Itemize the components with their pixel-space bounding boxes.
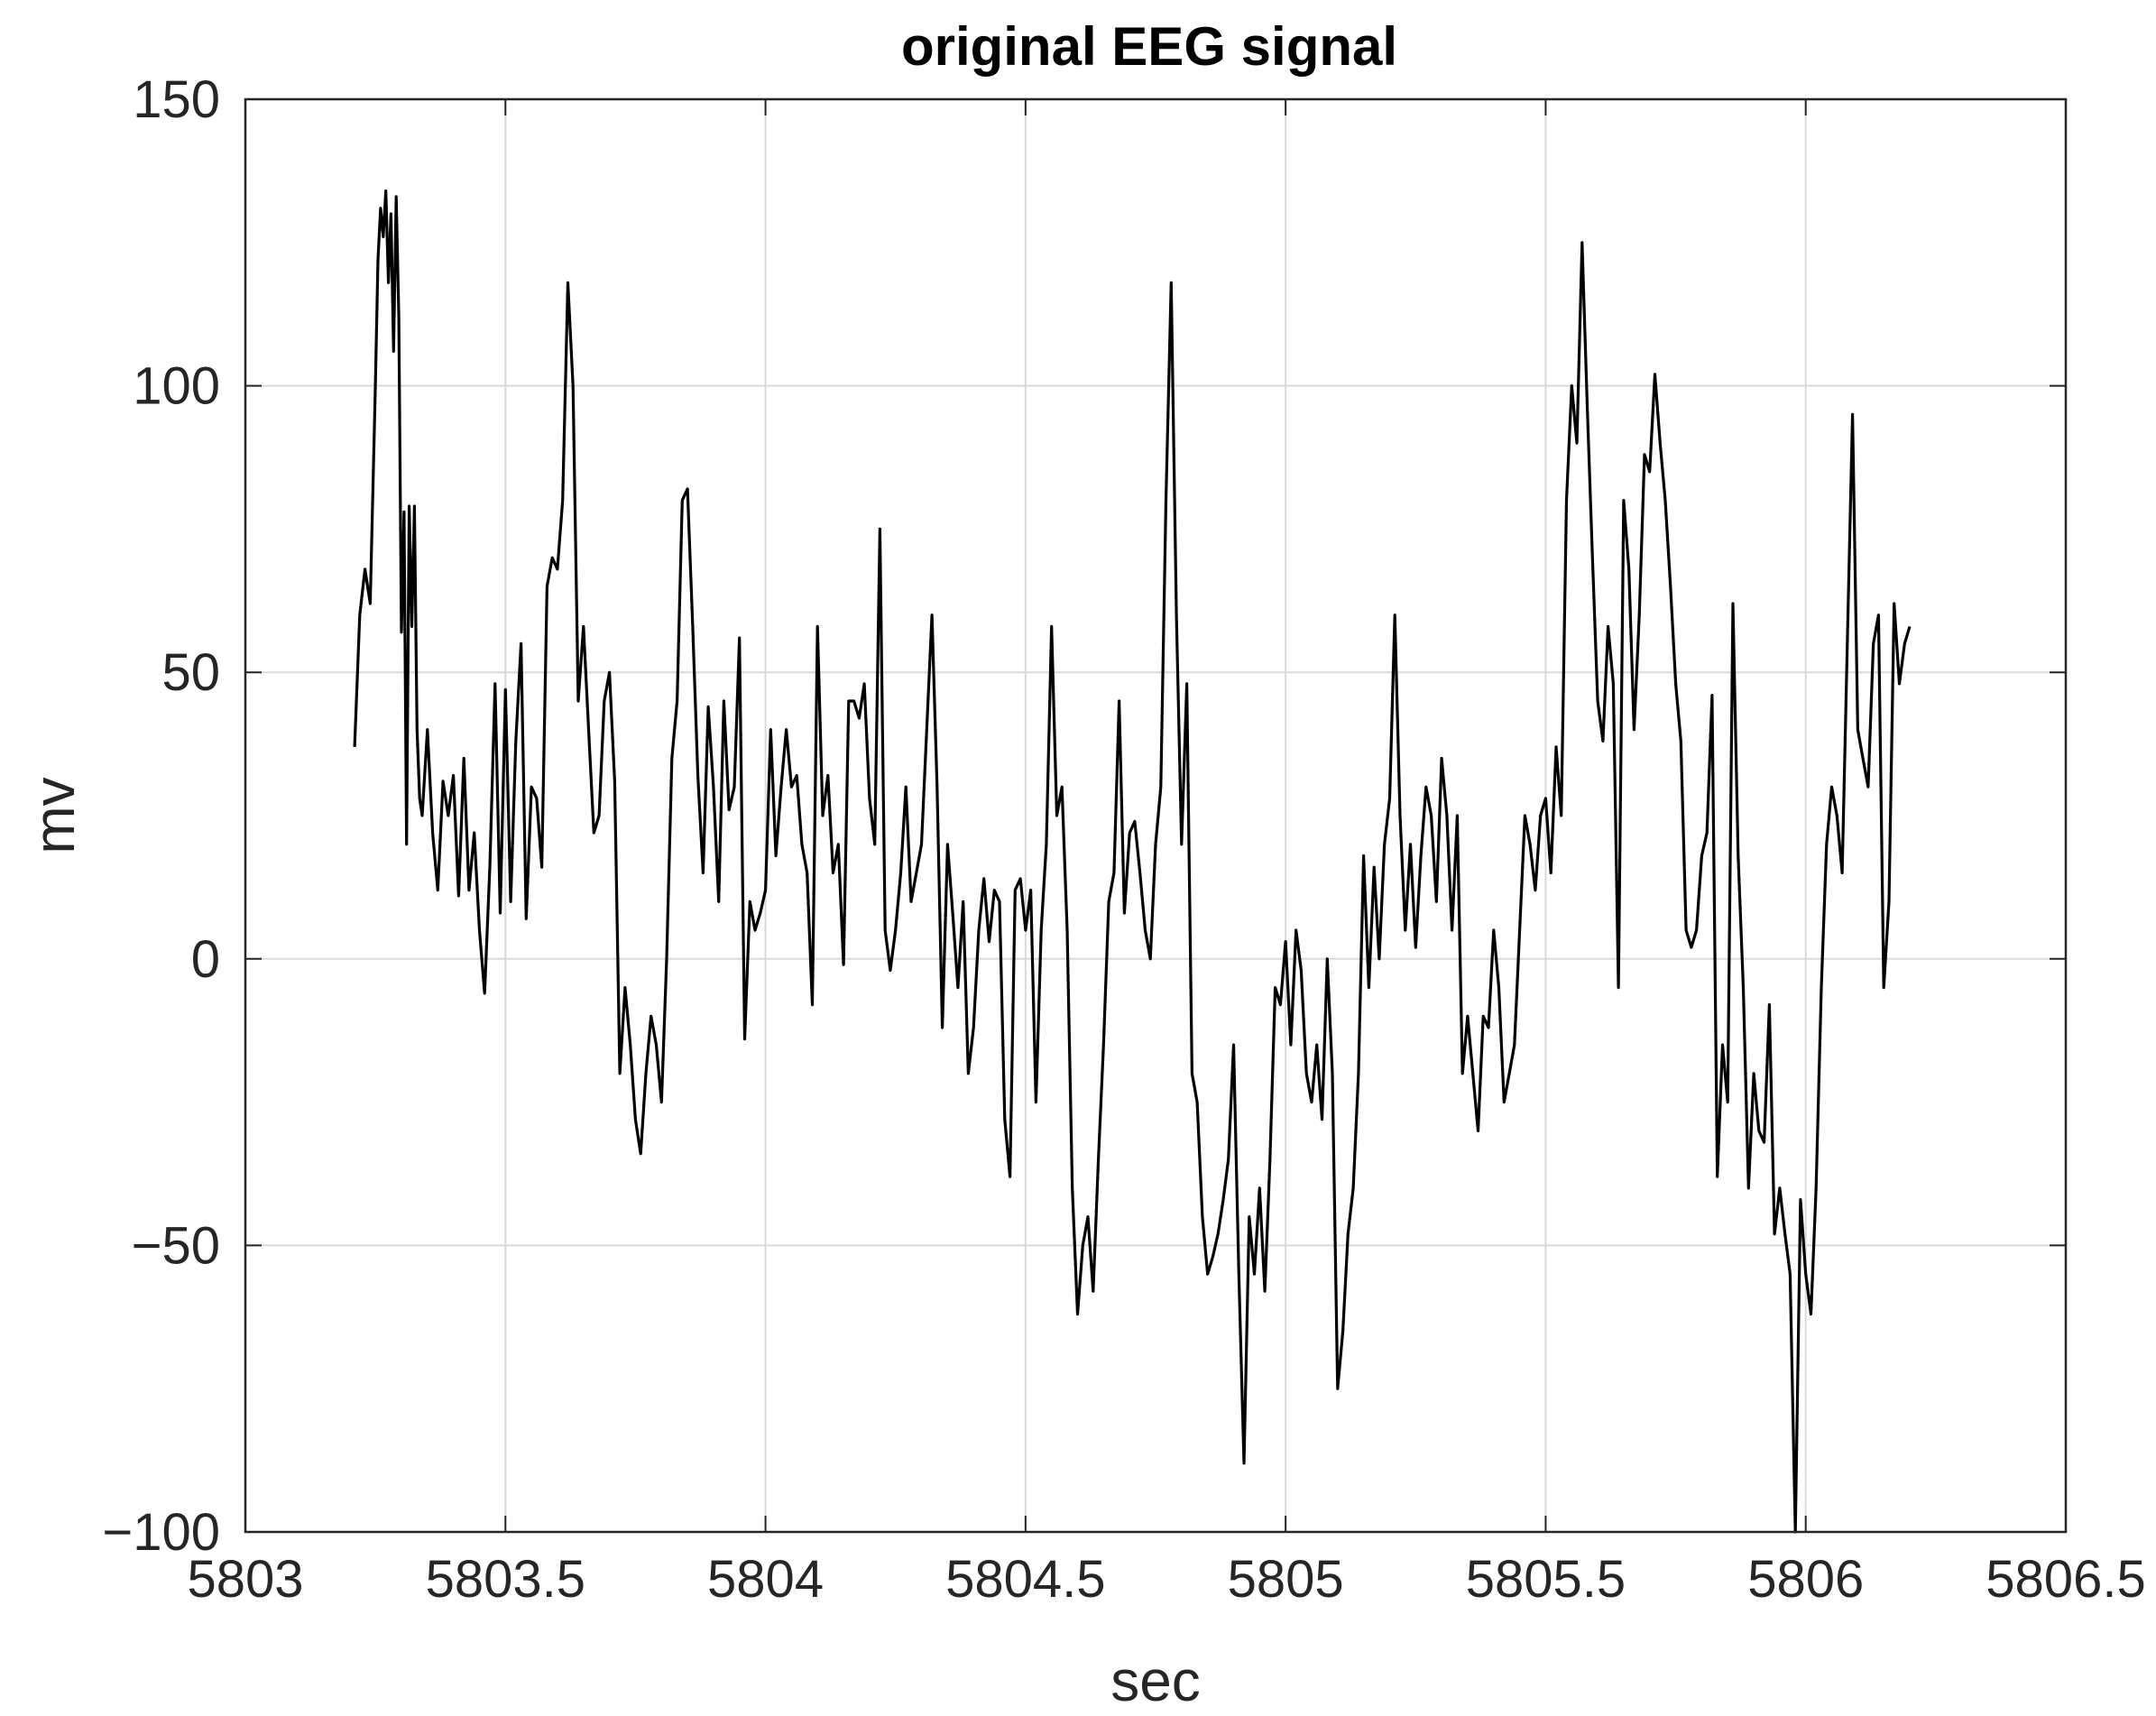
y-tick-label: −50 [132,1216,220,1275]
chart-title: original EEG signal [901,16,1397,77]
y-tick-label: 100 [133,357,220,416]
x-tick-label: 5803 [187,1550,303,1609]
y-tick-label: 50 [161,643,220,702]
plot-area [244,97,2068,1534]
x-tick-label: 5806.5 [1986,1550,2145,1609]
axes-background [245,99,2066,1532]
x-axis-label: sec [1110,1648,1201,1713]
x-tick-label: 5805.5 [1466,1550,1626,1609]
axes-box [244,97,2068,1534]
y-tick-label: 150 [133,70,220,129]
y-tick-label: 0 [191,930,220,989]
x-tick-label: 5804.5 [945,1550,1105,1609]
y-tick-labels: −100 −50 0 50 100 150 [102,70,220,1562]
eeg-signal-line [353,189,1912,1534]
x-tick-label: 5804 [707,1550,824,1609]
x-tick-labels: 5803 5803.5 5804 5804.5 5805 5805.5 5806 5806.5 [187,1550,2145,1609]
x-tick-label: 5805 [1228,1550,1344,1609]
x-tick-label: 5806 [1747,1550,1864,1609]
y-axis-label: mv [22,777,87,853]
y-tick-label: −100 [102,1503,220,1562]
x-tick-label: 5803.5 [426,1550,585,1609]
